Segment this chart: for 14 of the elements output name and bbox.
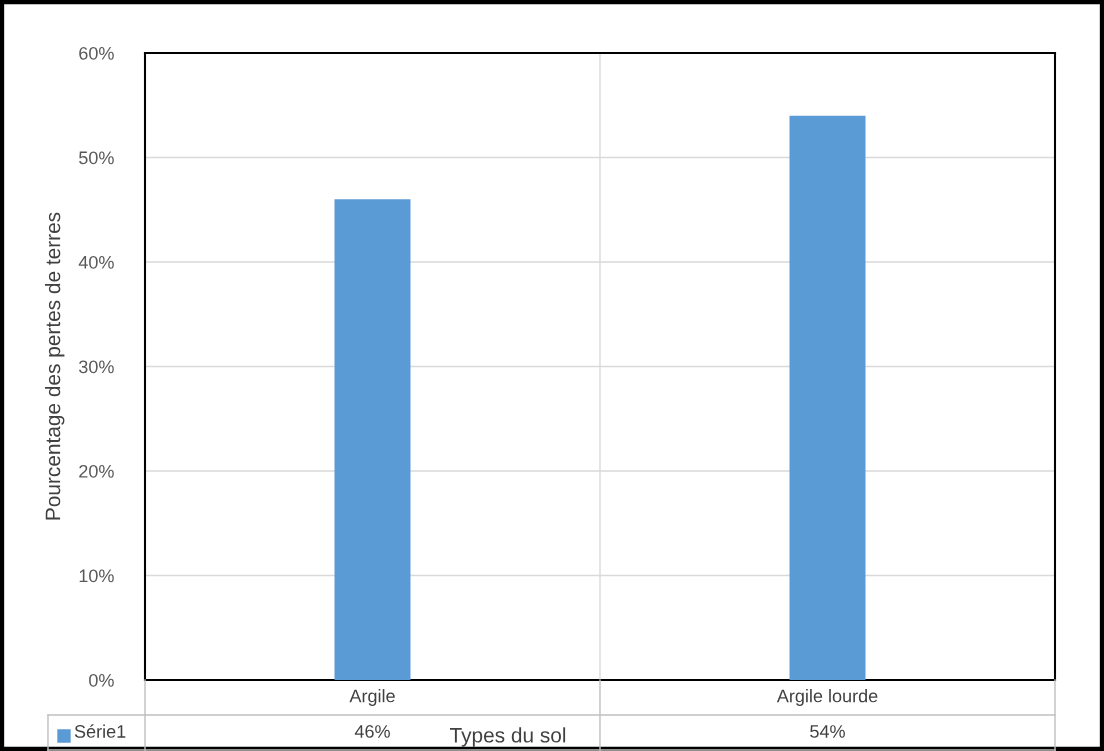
x-axis-title: Types du sol [449, 727, 566, 747]
y-tick-label: 40% [78, 255, 114, 269]
y-axis-title: Pourcentage des pertes de terres [45, 212, 65, 520]
x-tick-label: Argile [349, 689, 395, 706]
y-tick-label: 0% [89, 673, 114, 687]
x-tick-label: Argile lourde [776, 689, 878, 706]
data-label: 54% [810, 725, 845, 738]
y-tick-label: 10% [79, 569, 114, 583]
y-tick-label: 60% [79, 46, 114, 60]
data-label: 46% [354, 725, 390, 738]
y-tick-label: 30% [79, 360, 114, 374]
y-tick-label: 20% [79, 464, 114, 478]
y-tick-label: 50% [79, 151, 114, 165]
legend-label: Série1 [74, 724, 126, 738]
